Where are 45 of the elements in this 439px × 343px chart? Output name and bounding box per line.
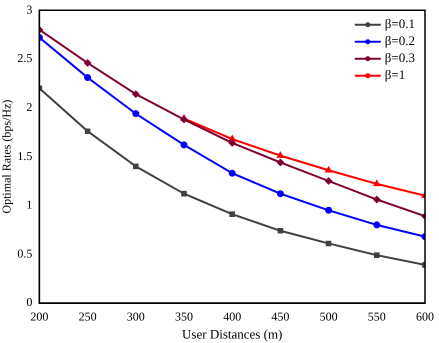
legend-label: β=0.3 [384,50,416,66]
x-axis-title: User Distances (m) [182,326,282,342]
point [84,74,92,82]
y-tick-label: 0.5 [17,246,32,260]
point [278,228,284,234]
point [229,211,235,217]
point [228,139,236,146]
point [277,152,284,158]
point [181,190,187,196]
y-tick-label: 2.5 [17,51,32,66]
point [132,90,140,98]
point [276,190,284,198]
x-tick-label: 500 [320,309,338,324]
y-tick-label: 1 [26,198,32,212]
point [180,141,188,148]
point [373,196,380,204]
x-tick-label: 300 [126,309,145,324]
point [326,240,332,246]
x-tick-label: 250 [78,309,97,324]
x-tick-label: 450 [271,309,290,324]
point [132,110,140,118]
point [84,128,90,134]
x-tick-label: 200 [30,309,48,324]
point [325,206,332,214]
y-tick-label: 3 [26,2,32,16]
x-tick-label: 400 [223,309,242,324]
x-tick-label: 550 [368,309,386,324]
point [84,59,92,66]
point [325,178,332,184]
point [228,170,236,177]
point [180,116,188,124]
point [374,252,380,258]
y-axis-title: Optimal Rates (bps/Hz) [0,100,14,214]
legend-label: β=1 [384,67,406,82]
point [373,221,380,228]
y-tick-label: 2 [26,100,32,114]
legend-label: β=0.2 [384,33,416,48]
point [276,158,284,166]
x-tick-label: 600 [416,309,434,324]
x-tick-label: 350 [175,309,193,324]
point [133,164,139,170]
y-tick-label: 0 [26,295,32,310]
point [325,166,332,173]
y-tick-label: 1.5 [17,148,32,163]
legend-label: β=0.1 [384,16,416,32]
